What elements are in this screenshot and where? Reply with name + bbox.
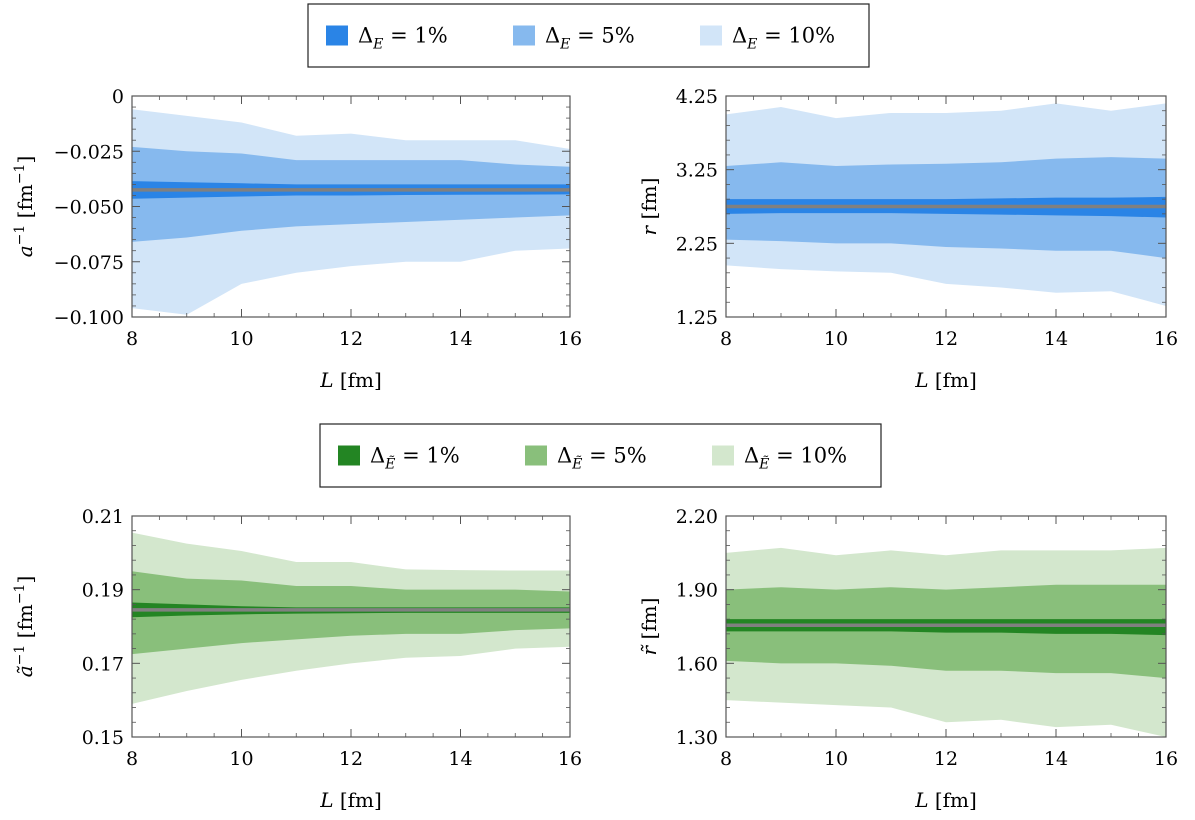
legend-label: ΔẼ = 1%	[370, 444, 460, 473]
x-tick-label: 12	[339, 748, 363, 770]
y-tick-label: −0.075	[54, 252, 124, 274]
x-tick-label: 14	[448, 328, 472, 350]
plot-area	[132, 532, 570, 704]
x-axis-label: L [fm]	[914, 788, 977, 812]
y-tick-label: 2.20	[676, 506, 718, 528]
x-tick-label: 16	[1154, 328, 1178, 350]
y-tick-label: 1.25	[676, 307, 718, 329]
x-tick-label: 8	[720, 328, 732, 350]
legend-label: ΔE = 10%	[732, 24, 835, 53]
x-tick-label: 12	[934, 748, 958, 770]
x-tick-label: 12	[934, 328, 958, 350]
y-tick-label: −0.100	[54, 307, 124, 329]
panel-inverse-scattering-length: 8 10 12 14 16 0 −0.025 −0.050 −0.075 −0.100 L [fm]…	[12, 86, 582, 392]
y-tick-label: 0.21	[82, 506, 124, 528]
legend-swatch	[513, 25, 535, 46]
panel-effective-range: 8 10 12 14 16 4.25 3.25 2.25 1.25 L [fm] r [fm]	[637, 86, 1178, 392]
legend-frame	[319, 423, 882, 488]
panel-tilde-inverse-scattering-length: 8 10 12 14 16 0.21 0.19 0.17 0.15 L [fm] ã−1 [fm−1…	[12, 506, 582, 812]
x-tick-label: 12	[339, 328, 363, 350]
legend-swatch	[712, 445, 734, 466]
x-tick-label: 10	[229, 328, 253, 350]
panel-tilde-effective-range: 8 10 12 14 16 2.20 1.90 1.60 1.30 L [fm] r̃ [fm]	[637, 506, 1178, 812]
y-tick-label: 0.17	[82, 653, 124, 675]
y-tick-label: 0.19	[82, 580, 124, 602]
plot-area	[726, 547, 1166, 737]
y-tick-label: −0.050	[54, 197, 124, 219]
legend-swatch	[525, 445, 547, 466]
y-tick-label: −0.025	[54, 141, 124, 163]
legend-label: ΔE = 1%	[358, 24, 448, 53]
x-tick-label: 8	[126, 748, 138, 770]
x-tick-label: 10	[824, 328, 848, 350]
y-tick-label: 2.25	[676, 233, 718, 255]
legend-swatch	[326, 25, 348, 46]
legend-green: ΔẼ = 1% ΔẼ = 5% ΔẼ = 10%	[319, 423, 882, 488]
legend-blue: ΔE = 1% ΔE = 5% ΔE = 10%	[307, 3, 870, 68]
y-tick-label: 0	[112, 86, 124, 108]
y-tick-label: 1.30	[676, 727, 718, 749]
x-tick-label: 10	[229, 748, 253, 770]
x-axis-label: L [fm]	[319, 788, 382, 812]
y-axis-label: r̃ [fm]	[637, 598, 661, 656]
x-tick-label: 14	[1044, 748, 1068, 770]
legend-swatch	[700, 25, 722, 46]
x-tick-label: 16	[558, 748, 582, 770]
plot-area	[132, 109, 570, 315]
x-tick-label: 14	[448, 748, 472, 770]
x-axis-label: L [fm]	[319, 368, 382, 392]
y-axis-label: ã−1 [fm−1]	[12, 576, 37, 678]
y-axis-label: r [fm]	[637, 178, 661, 236]
x-tick-label: 8	[720, 748, 732, 770]
x-tick-label: 14	[1044, 328, 1068, 350]
legend-swatch	[338, 445, 360, 466]
legend-frame	[307, 3, 870, 68]
y-tick-label: 0.15	[82, 727, 124, 749]
legend-label: ΔẼ = 10%	[744, 444, 847, 473]
x-tick-label: 16	[558, 328, 582, 350]
x-axis-label: L [fm]	[914, 368, 977, 392]
y-tick-label: 1.90	[676, 580, 718, 602]
y-tick-label: 3.25	[676, 160, 718, 182]
legend-label: ΔẼ = 5%	[557, 444, 647, 473]
uncertainty-band	[726, 619, 1166, 636]
y-axis-label: a−1 [fm−1]	[12, 156, 37, 258]
plot-area	[726, 103, 1166, 306]
y-tick-label: 4.25	[676, 86, 718, 108]
x-tick-label: 10	[824, 748, 848, 770]
x-tick-label: 16	[1154, 748, 1178, 770]
y-tick-label: 1.60	[676, 653, 718, 675]
x-tick-label: 8	[126, 328, 138, 350]
legend-label: ΔE = 5%	[545, 24, 635, 53]
